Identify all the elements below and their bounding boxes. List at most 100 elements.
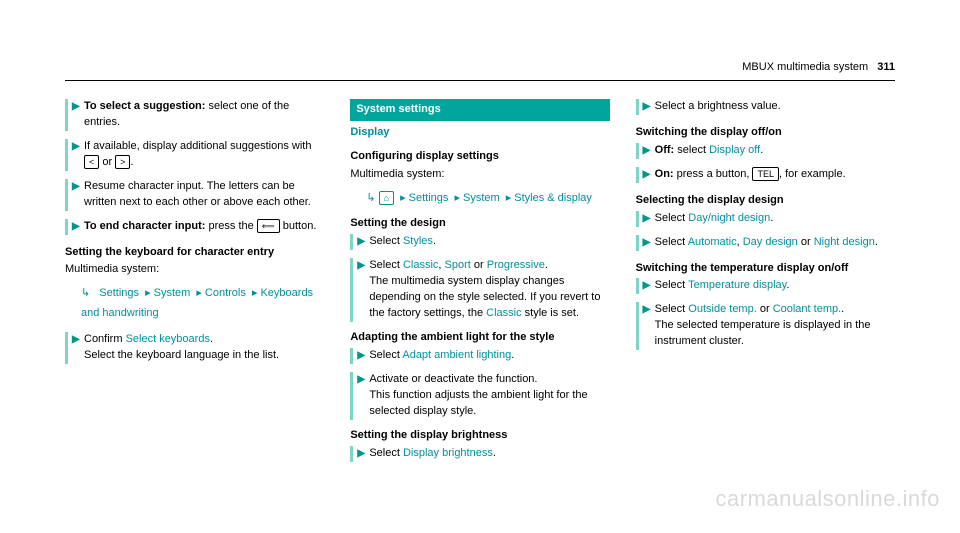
step-link: Styles (403, 235, 433, 247)
bc-item: Styles & display (514, 192, 592, 204)
step-arrow-icon: ▶ (643, 278, 655, 294)
step-link: Display off (709, 144, 760, 156)
step-text: Select (655, 236, 688, 248)
bc-item: System (154, 287, 191, 299)
header-rule (65, 80, 895, 81)
step-body: To select a suggestion: select one of th… (84, 99, 324, 131)
column-1: ▶ To select a suggestion: select one of … (65, 99, 324, 470)
step-arrow-icon: ▶ (72, 332, 84, 364)
step-body: On: press a button, TEL, for example. (655, 167, 895, 183)
step-body: Activate or deactivate the function. Thi… (369, 372, 609, 420)
bc-arrow-icon: ↳ (366, 192, 375, 204)
step-link: Coolant temp. (773, 303, 841, 315)
step-text: or (757, 303, 773, 315)
step-bar (350, 348, 353, 364)
step-arrow-icon: ▶ (357, 446, 369, 462)
column-3: ▶ Select a brightness value. Switching t… (636, 99, 895, 470)
step-bar (636, 302, 639, 350)
subheading: Adapting the ambient light for the style (350, 330, 609, 346)
step-link: Display brightness (403, 447, 493, 459)
step-arrow-icon: ▶ (643, 235, 655, 251)
step-text: or (471, 259, 487, 271)
step-item: ▶ On: press a button, TEL, for example. (636, 167, 895, 183)
subheading: Switching the temperature display on/off (636, 261, 895, 277)
step-link: Sport (445, 259, 471, 271)
paragraph: Multimedia system: (65, 262, 324, 278)
step-text: press a button, (677, 168, 753, 180)
step-bold: To end character input: (84, 220, 208, 232)
step-text: . (770, 212, 773, 224)
step-bar (636, 99, 639, 115)
step-bar (65, 179, 68, 211)
step-bar (636, 143, 639, 159)
step-item: ▶ Off: select Display off. (636, 143, 895, 159)
step-item: ▶ Activate or deactivate the function. T… (350, 372, 609, 420)
step-text: Select (369, 259, 403, 271)
back-key-icon: ⟸ (257, 219, 280, 233)
step-link: Classic (486, 307, 521, 319)
step-body: Resume character input. The letters can … (84, 179, 324, 211)
step-bar (350, 234, 353, 250)
manual-page: MBUX multimedia system 311 ▶ To select a… (0, 0, 960, 510)
step-text: Confirm (84, 333, 126, 345)
step-bar (350, 372, 353, 420)
paragraph: Multimedia system: (350, 167, 609, 183)
step-text: Select a brightness value. (655, 100, 781, 112)
step-arrow-icon: ▶ (72, 139, 84, 171)
step-link: Classic (403, 259, 438, 271)
step-text: . (841, 303, 844, 315)
step-text: style is set. (522, 307, 579, 319)
step-body: Select Classic, Sport or Progressive. Th… (369, 258, 609, 322)
step-item: ▶ Select Display brightness. (350, 446, 609, 462)
step-item: ▶ If available, display additional sugge… (65, 139, 324, 171)
step-link: Day design (743, 236, 798, 248)
step-item: ▶ To end character input: press the ⟸ bu… (65, 219, 324, 235)
subheading: Setting the design (350, 216, 609, 232)
step-link: Progressive (487, 259, 545, 271)
step-text: select (677, 144, 709, 156)
page-header: MBUX multimedia system 311 (65, 60, 895, 76)
step-link: Night design (814, 236, 875, 248)
page-number: 311 (877, 61, 895, 73)
column-2: System settings Display Configuring disp… (350, 99, 609, 470)
step-body: Select Day/night design. (655, 211, 895, 227)
step-bar (350, 446, 353, 462)
bc-sep-icon: ▸ (145, 287, 151, 299)
step-body: Select Outside temp. or Coolant temp.. T… (655, 302, 895, 350)
step-body: Select a brightness value. (655, 99, 895, 115)
header-title: MBUX multimedia system (742, 61, 868, 73)
bc-sep-icon: ▸ (196, 287, 202, 299)
step-body: Confirm Select keyboards. Select the key… (84, 332, 324, 364)
step-text: Select the keyboard language in the list… (84, 349, 279, 361)
step-bar (65, 99, 68, 131)
step-arrow-icon: ▶ (357, 348, 369, 364)
step-link: Select keyboards (126, 333, 210, 345)
step-text: Select (655, 303, 689, 315)
step-text: This function adjusts the ambient light … (369, 389, 587, 417)
step-body: Off: select Display off. (655, 143, 895, 159)
step-bar (636, 235, 639, 251)
step-item: ▶ Select Temperature display. (636, 278, 895, 294)
step-text: . (786, 279, 789, 291)
step-text: Activate or deactivate the function. (369, 373, 537, 385)
step-text: . (760, 144, 763, 156)
step-text: Resume character input. The letters can … (84, 180, 311, 208)
step-bar (65, 219, 68, 235)
step-item: ▶ Confirm Select keyboards. Select the k… (65, 332, 324, 364)
columns: ▶ To select a suggestion: select one of … (65, 99, 895, 470)
step-item: ▶ Select Adapt ambient lighting. (350, 348, 609, 364)
step-text: . (130, 156, 133, 168)
step-text: or (798, 236, 814, 248)
subheading: Selecting the display design (636, 193, 895, 209)
right-key-icon: > (115, 155, 130, 169)
step-arrow-icon: ▶ (357, 372, 369, 420)
step-arrow-icon: ▶ (72, 219, 84, 235)
step-arrow-icon: ▶ (643, 302, 655, 350)
step-arrow-icon: ▶ (643, 167, 655, 183)
step-bar (636, 211, 639, 227)
breadcrumb: ↳ Settings ▸System ▸Controls ▸Keyboards … (81, 284, 324, 324)
step-body: Select Temperature display. (655, 278, 895, 294)
step-arrow-icon: ▶ (357, 234, 369, 250)
step-link: Day/night design (688, 212, 770, 224)
step-text: press the (208, 220, 256, 232)
